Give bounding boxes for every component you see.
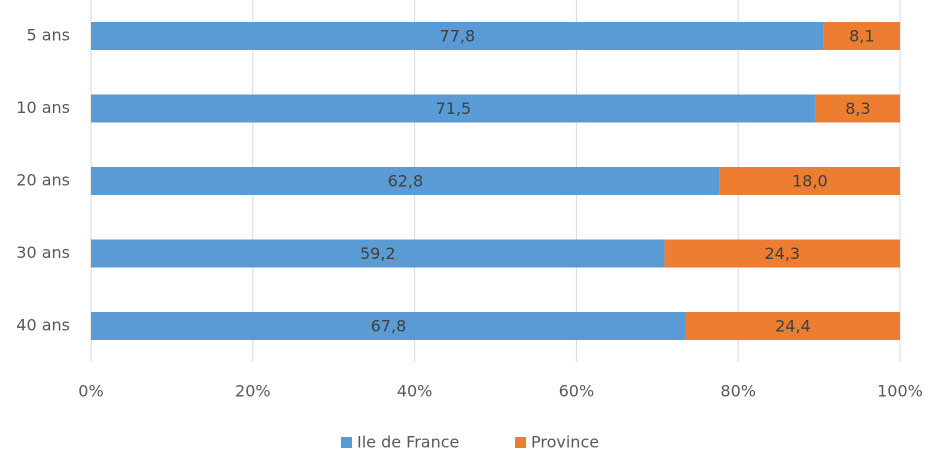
legend-swatch [515,437,526,448]
data-label: 77,8 [440,27,476,46]
bar-segment [91,22,824,50]
data-label: 62,8 [388,172,424,191]
data-label: 24,4 [775,317,811,336]
bar-segment [815,94,900,123]
data-label: 18,0 [792,172,828,191]
bar-segment [719,167,900,195]
bar-segment [823,22,900,50]
data-label: 59,2 [360,244,396,263]
data-label: 8,1 [849,27,874,46]
data-label: 71,5 [436,99,472,118]
x-tick-label: 80% [720,382,756,401]
x-tick-label: 100% [877,382,923,401]
bar-segment [664,239,900,268]
x-tick-label: 40% [397,382,433,401]
data-label: 8,3 [845,99,870,118]
bar-segment [685,312,900,340]
bar-segment [91,94,816,123]
data-label: 24,3 [764,244,800,263]
bar-segment [91,167,720,195]
bar-segment [91,239,665,268]
bar-segment [91,312,686,340]
x-tick-label: 60% [559,382,595,401]
x-tick-label: 20% [235,382,271,401]
legend-label: Province [531,433,599,452]
y-tick-label: 30 ans [16,243,70,262]
y-tick-label: 5 ans [26,26,70,45]
x-tick-label: 0% [78,382,103,401]
data-label: 67,8 [371,317,407,336]
legend-label: Ile de France [357,433,459,452]
y-tick-label: 20 ans [16,171,70,190]
y-tick-label: 10 ans [16,98,70,117]
y-tick-label: 40 ans [16,316,70,335]
legend-swatch [341,437,352,448]
